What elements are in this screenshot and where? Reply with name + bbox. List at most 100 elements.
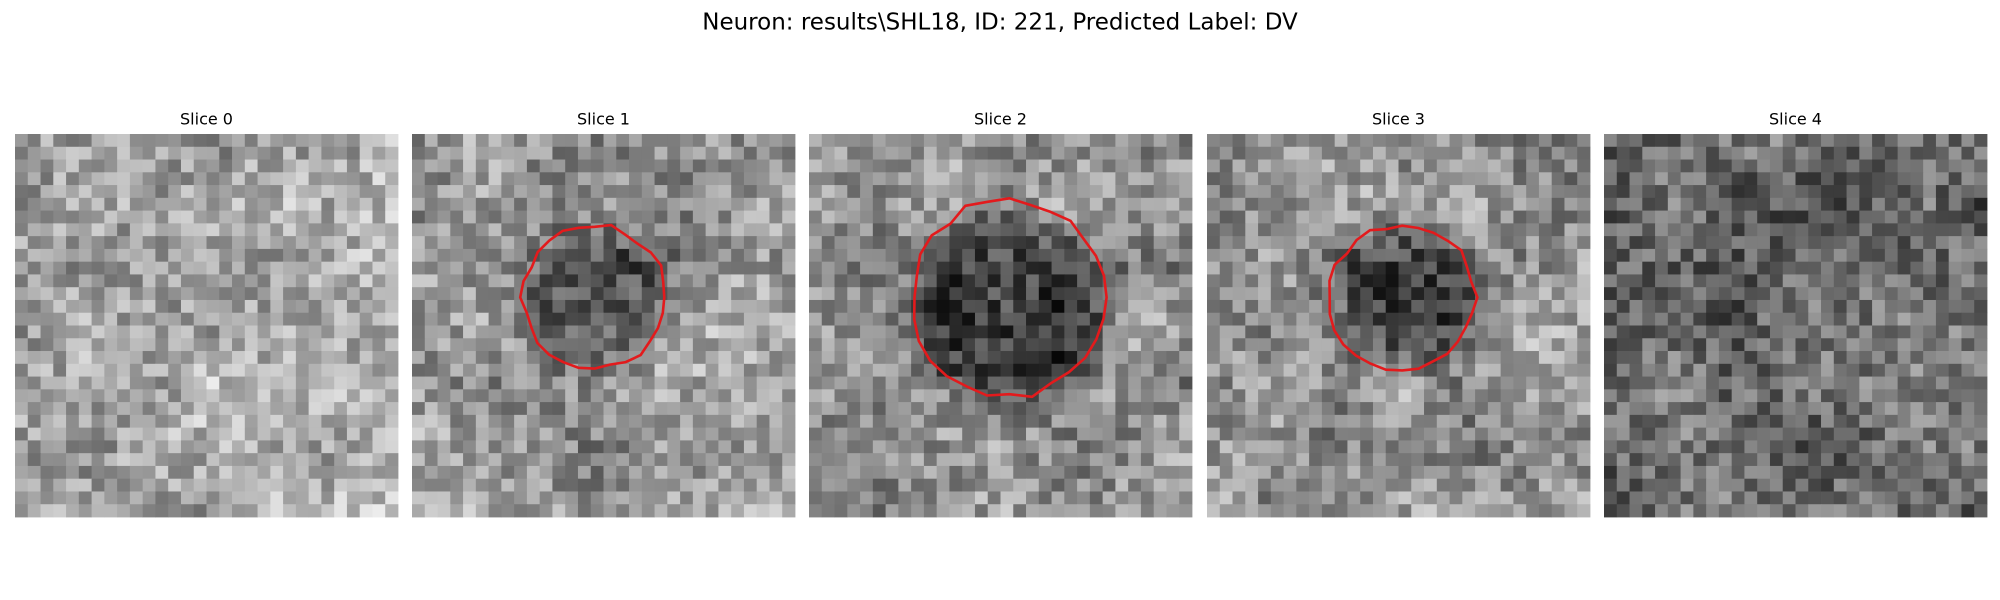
image-pixel (1961, 427, 1975, 441)
image-pixel (1334, 248, 1348, 263)
image-pixel (295, 414, 310, 429)
image-pixel (936, 197, 950, 211)
image-pixel (321, 414, 335, 429)
image-pixel (1655, 172, 1669, 186)
image-pixel (1706, 389, 1720, 403)
image-pixel (526, 427, 541, 441)
image-pixel (1166, 172, 1180, 186)
image-pixel (334, 491, 348, 505)
image-pixel (743, 414, 758, 429)
image-pixel (412, 325, 426, 339)
image-pixel (346, 287, 361, 301)
image-pixel (385, 453, 399, 467)
image-pixel (1385, 427, 1399, 441)
image-pixel (488, 440, 502, 454)
image-pixel (1551, 427, 1565, 441)
image-pixel (705, 134, 719, 148)
image-pixel (1706, 159, 1720, 173)
image-pixel (501, 134, 515, 148)
image-pixel (412, 312, 426, 326)
image-pixel (475, 363, 489, 377)
image-pixel (129, 465, 144, 480)
image-pixel (923, 465, 938, 480)
image-pixel (1462, 376, 1476, 390)
image-pixel (424, 261, 438, 275)
image-pixel (372, 402, 386, 416)
image-pixel (1140, 351, 1155, 365)
image-pixel (1616, 414, 1630, 429)
image-pixel (1385, 338, 1399, 352)
image-pixel (372, 453, 386, 467)
image-pixel (705, 427, 719, 441)
image-pixel (193, 478, 207, 492)
image-pixel (270, 287, 284, 301)
image-pixel (270, 427, 284, 441)
image-pixel (206, 351, 220, 365)
image-pixel (346, 414, 361, 429)
image-pixel (219, 223, 233, 237)
panel-title: Slice 1 (577, 110, 630, 129)
image-pixel (463, 414, 477, 429)
image-pixel (667, 440, 681, 454)
image-pixel (552, 223, 566, 237)
image-pixel (232, 325, 246, 339)
image-pixel (1769, 363, 1784, 377)
image-pixel (1680, 236, 1694, 250)
image-pixel (1449, 427, 1463, 441)
image-pixel (1179, 440, 1193, 454)
image-pixel (743, 338, 758, 352)
image-pixel (629, 223, 643, 237)
image-pixel (1948, 134, 1962, 148)
image-pixel (1846, 453, 1860, 467)
image-pixel (1115, 414, 1129, 429)
image-pixel (1360, 491, 1374, 505)
image-pixel (27, 287, 41, 301)
image-pixel (756, 427, 770, 441)
image-pixel (1629, 363, 1643, 377)
image-pixel (129, 274, 144, 288)
image-pixel (1424, 287, 1438, 301)
image-pixel (1859, 338, 1873, 352)
image-pixel (1884, 504, 1899, 518)
image-pixel (1846, 248, 1860, 263)
image-pixel (834, 248, 848, 263)
image-pixel (1475, 223, 1489, 237)
image-pixel (847, 159, 861, 173)
image-pixel (641, 389, 655, 403)
image-pixel (1897, 134, 1911, 148)
image-pixel (974, 261, 989, 275)
image-pixel (1321, 172, 1336, 186)
image-pixel (40, 414, 54, 429)
image-pixel (1258, 236, 1272, 250)
image-pixel (66, 478, 80, 492)
image-pixel (616, 414, 630, 429)
image-pixel (104, 453, 118, 467)
image-pixel (1232, 389, 1246, 403)
image-pixel (1577, 363, 1591, 377)
image-pixel (1232, 325, 1246, 339)
image-pixel (1013, 210, 1027, 224)
image-pixel (1744, 261, 1758, 275)
image-pixel (1321, 440, 1336, 454)
image-pixel (1232, 159, 1246, 173)
image-pixel (372, 197, 386, 211)
image-pixel (1680, 325, 1694, 339)
image-pixel (603, 453, 617, 467)
image-pixel (974, 414, 989, 429)
image-pixel (1718, 491, 1733, 505)
image-pixel (66, 274, 80, 288)
image-pixel (1923, 478, 1937, 492)
image-pixel (1179, 338, 1193, 352)
image-pixel (206, 312, 220, 326)
image-pixel (1128, 185, 1142, 199)
image-pixel (782, 236, 796, 250)
image-pixel (1398, 440, 1412, 454)
image-pixel (731, 287, 745, 301)
image-pixel (860, 172, 874, 186)
image-pixel (27, 197, 41, 211)
image-pixel (1564, 338, 1578, 352)
image-pixel (1475, 440, 1489, 454)
image-pixel (1795, 299, 1809, 314)
image-pixel (539, 504, 553, 518)
